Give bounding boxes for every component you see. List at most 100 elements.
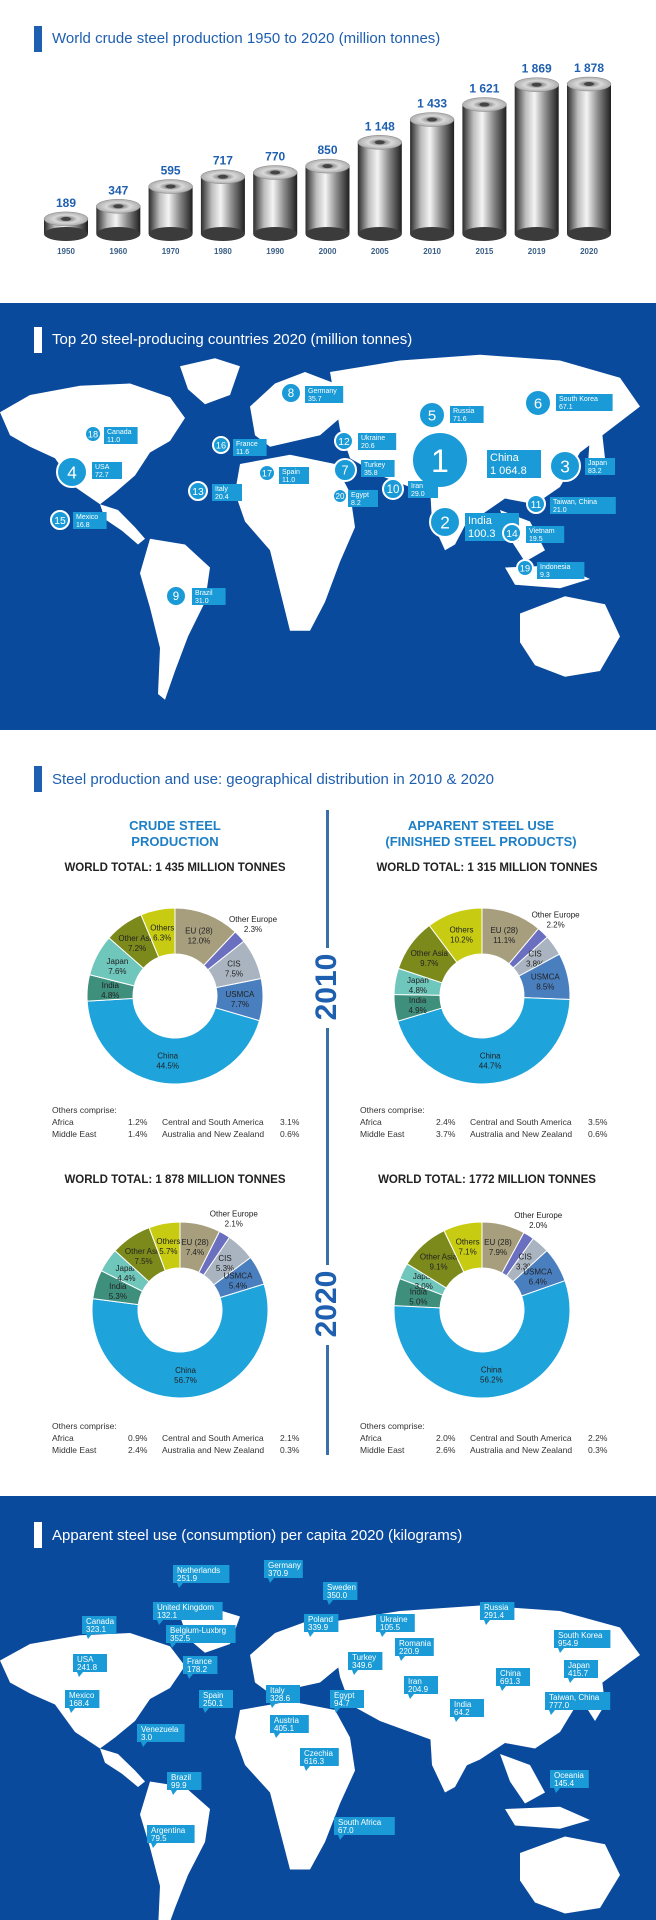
- tag-value: 145.4: [554, 1779, 575, 1788]
- slice-label: Other Europe: [532, 911, 581, 920]
- africa-shape: [235, 1701, 355, 1870]
- rank-number: 13: [192, 487, 204, 498]
- slice-china: [393, 1280, 571, 1399]
- tag-name: China: [500, 1669, 521, 1678]
- rank-circle: [411, 431, 469, 489]
- country-tag: [487, 450, 541, 478]
- tag-name: France: [187, 1657, 212, 1666]
- slice-value: 5.3%: [216, 1264, 234, 1273]
- cylinder-1950: 189 1950: [43, 196, 89, 256]
- tag-value: 349.6: [352, 1661, 373, 1670]
- africa-value: 1.2%: [128, 1117, 148, 1127]
- africa-label: Africa: [52, 1433, 74, 1443]
- country-tag: [585, 458, 615, 475]
- slice-label: China: [481, 1365, 502, 1374]
- slice-label: Japan: [407, 976, 429, 985]
- indonesia-shape: [505, 1806, 590, 1829]
- uk-shape: [262, 1652, 272, 1675]
- slice-label: India: [409, 996, 427, 1005]
- tag-pointer: [157, 1620, 163, 1625]
- anz-label: Australia and New Zealand: [470, 1129, 573, 1139]
- csa-value: 2.2%: [588, 1433, 608, 1443]
- country-tag: [104, 427, 138, 444]
- tag-pointer: [338, 1835, 344, 1840]
- country-tag: [358, 433, 397, 450]
- slice-label: China: [157, 1052, 178, 1061]
- donut-2: EU (28)7.4%Other Europe2.1%CIS5.3%USMCA5…: [91, 1210, 269, 1399]
- cylinder-hole: [374, 140, 385, 145]
- rank-circle: [502, 523, 522, 543]
- tag-box: [73, 1654, 107, 1672]
- tag-pointer: [308, 1632, 314, 1637]
- slice-label: CIS: [518, 1252, 531, 1261]
- slice-value: 2.3%: [244, 925, 262, 934]
- slice-label: EU (28): [490, 926, 518, 935]
- country-name: Indonesia: [540, 564, 570, 571]
- world-total-use-2010: WORLD TOTAL: 1 315 MILLION TONNES: [376, 862, 598, 874]
- tag-pointer: [484, 1620, 490, 1625]
- tag-pointer: [274, 1733, 280, 1738]
- country-value: 19.5: [529, 536, 543, 543]
- cylinder-base: [200, 227, 245, 241]
- slice-label: USMCA: [531, 972, 561, 981]
- tag-name: Iran: [408, 1677, 422, 1686]
- rank-circle: [212, 436, 230, 454]
- tag-value: 339.9: [308, 1623, 329, 1632]
- tag-pointer: [203, 1708, 209, 1713]
- middle-east-label: Middle East: [360, 1129, 405, 1139]
- tag-pointer: [304, 1766, 310, 1771]
- slice-value: 4.9%: [408, 1006, 426, 1015]
- rank-circle: [429, 506, 461, 538]
- tag-value: 616.3: [304, 1757, 325, 1766]
- rank-number: 6: [534, 395, 542, 412]
- australia-shape: [520, 596, 620, 677]
- slice-label: USMCA: [225, 990, 255, 999]
- tag-name: Taiwan, China: [549, 1693, 600, 1702]
- crude-heading-line2: PRODUCTION: [131, 834, 219, 849]
- south-america-shape: [140, 538, 210, 700]
- cylinder-1970: 595 1970: [148, 163, 193, 256]
- tag-box: [395, 1638, 434, 1656]
- tag-value: 251.9: [177, 1574, 198, 1583]
- slice-label: Other Europe: [229, 915, 278, 924]
- tag-name: Mexico: [69, 1691, 95, 1700]
- cylinder-base: [305, 227, 350, 241]
- tag-pointer: [187, 1674, 193, 1679]
- country-value: 67.1: [559, 404, 573, 411]
- slice-value: 7.9%: [489, 1248, 507, 1257]
- tag-name: Turkey: [352, 1653, 376, 1662]
- north-america-shape: [0, 383, 185, 505]
- others-heading: Others comprise:: [360, 1421, 425, 1431]
- cylinder-2020: 1 878 2020: [566, 61, 612, 256]
- tag-box: [334, 1817, 395, 1835]
- value-label: 770: [265, 149, 285, 163]
- tag-pointer: [141, 1742, 147, 1747]
- tag-pointer: [151, 1843, 157, 1848]
- year-tick-label: 2020: [580, 247, 598, 256]
- tag-name: Brazil: [171, 1773, 191, 1782]
- slice-value: 5.7%: [159, 1247, 177, 1256]
- tag-pointer: [268, 1578, 274, 1583]
- csa-value: 3.5%: [588, 1117, 608, 1127]
- world-total-use-2020: WORLD TOTAL: 1772 MILLION TONNES: [378, 1174, 596, 1186]
- tag-pointer: [380, 1632, 386, 1637]
- rank-number: 17: [262, 468, 272, 478]
- africa-value: 0.9%: [128, 1433, 148, 1443]
- value-label: 1 433: [417, 97, 447, 111]
- use-heading-line2: (FINISHED STEEL PRODUCTS): [385, 834, 577, 849]
- tag-box: [376, 1614, 415, 1632]
- se-asia-shape: [500, 1754, 545, 1804]
- slice-label: CIS: [227, 960, 240, 969]
- tag-box: [65, 1690, 100, 1708]
- tag-pointer: [568, 1678, 574, 1683]
- rank-number: 10: [387, 484, 400, 496]
- tag-pointer: [352, 1670, 358, 1675]
